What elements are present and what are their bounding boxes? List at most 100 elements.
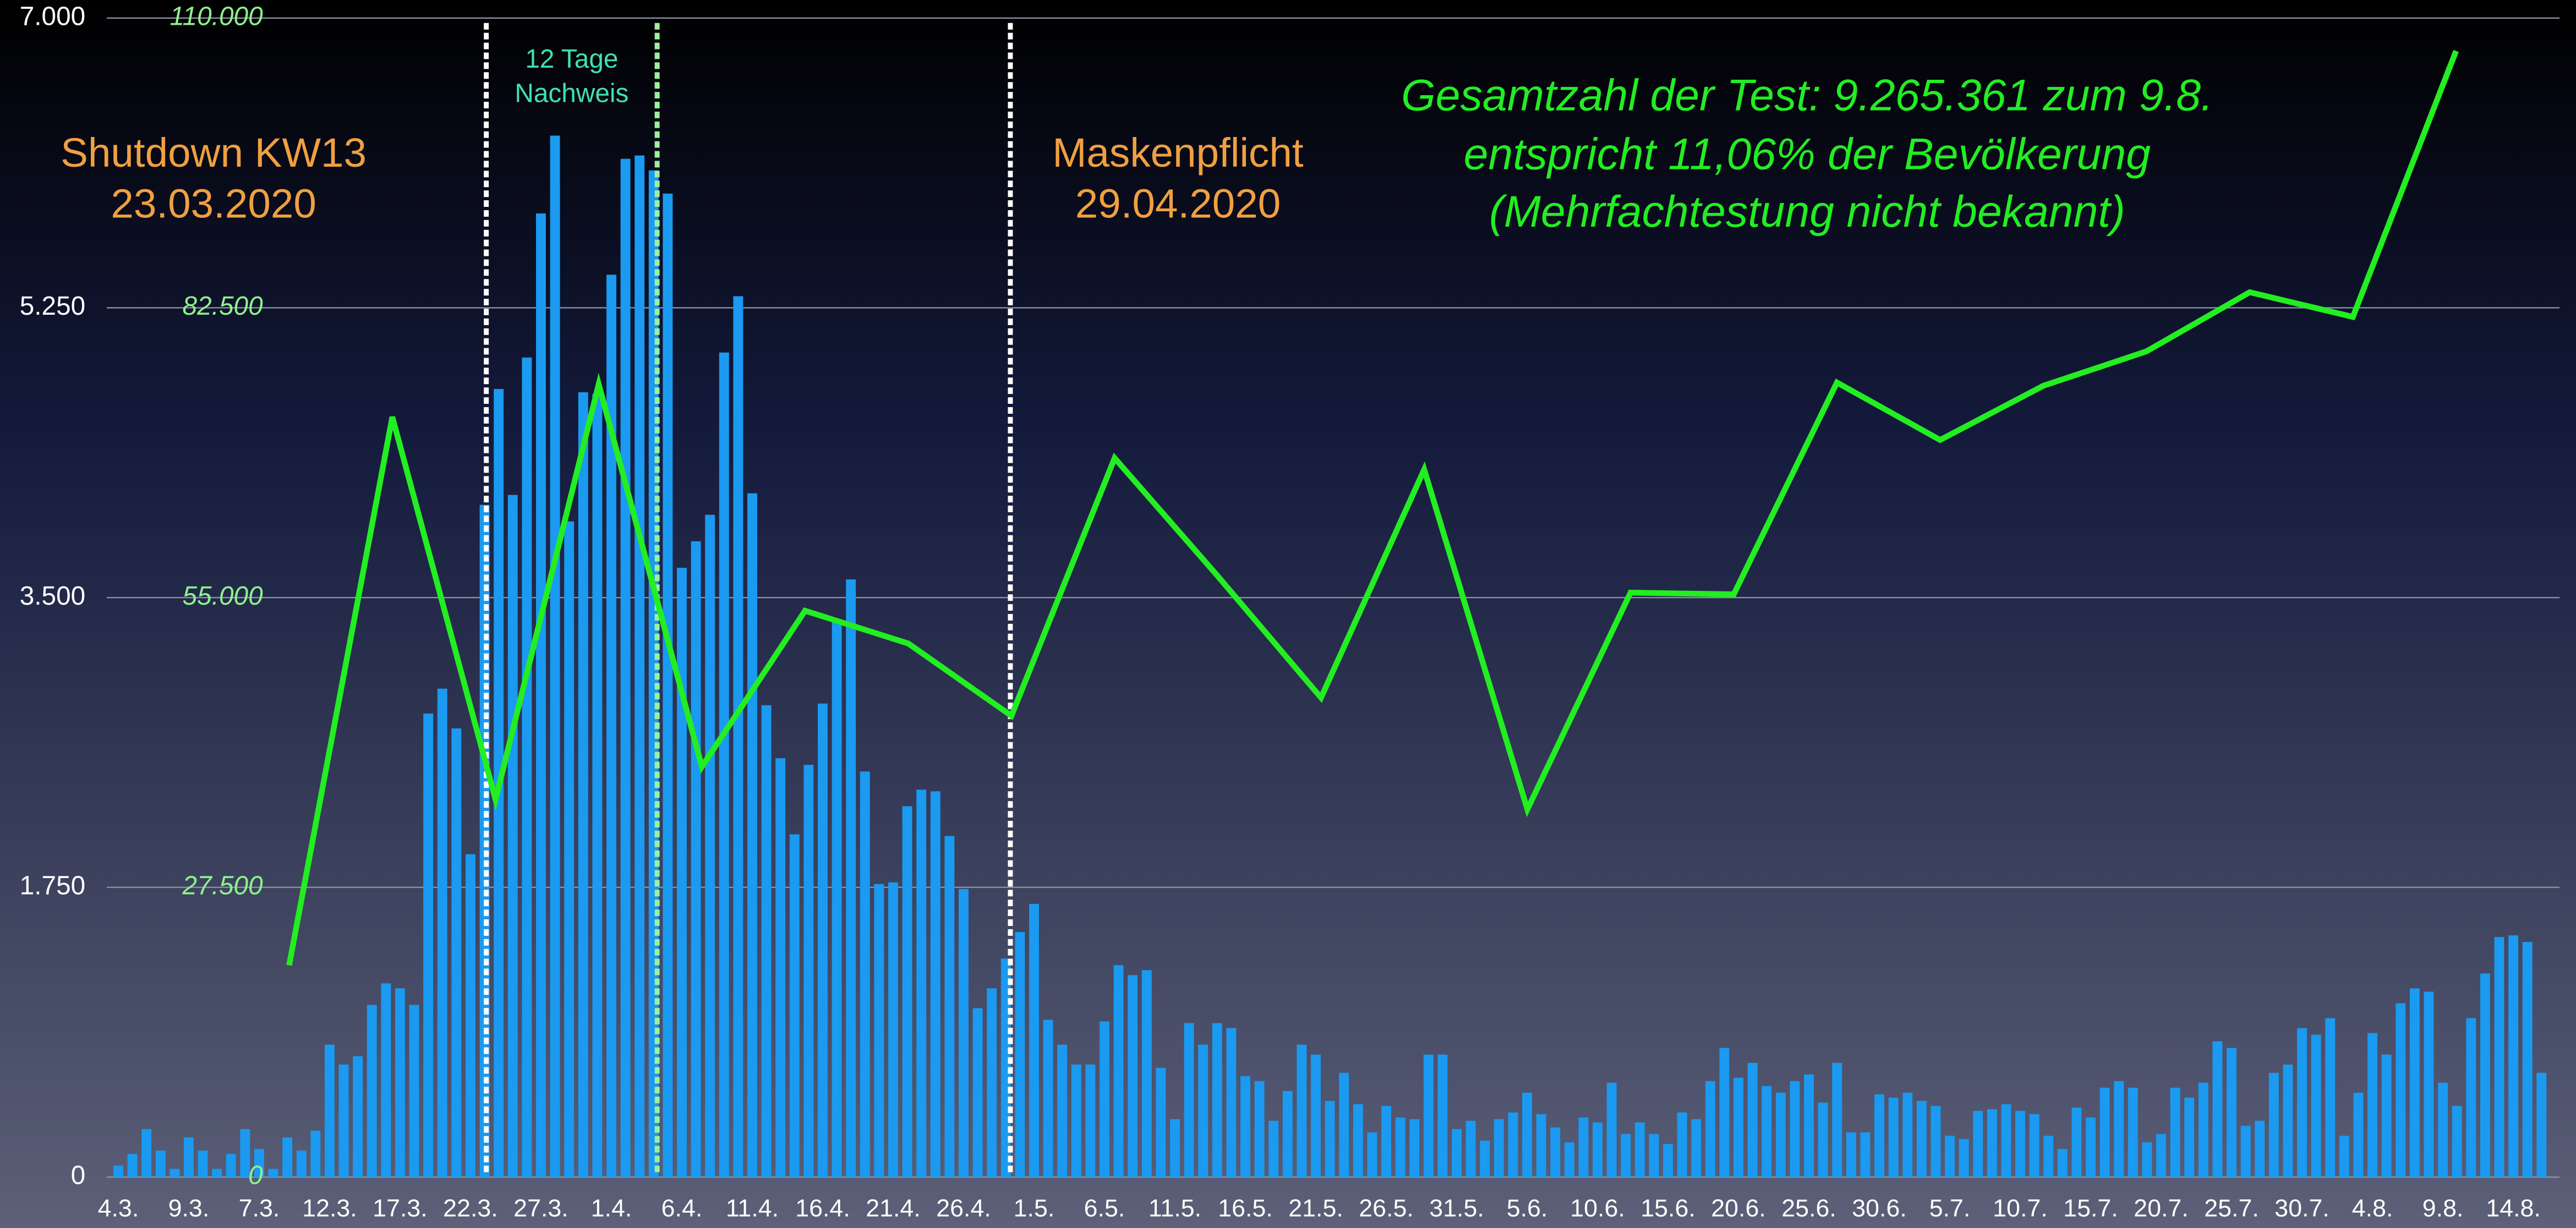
bar: [944, 836, 955, 1177]
x-tick-label: 5.7.: [1929, 1194, 1971, 1222]
annotation: Maskenpflicht: [1052, 129, 1304, 176]
y-tick-label: 1.750: [20, 871, 86, 900]
bar: [1593, 1122, 1603, 1177]
bar: [635, 155, 645, 1177]
bar: [1677, 1112, 1687, 1177]
bar: [1846, 1132, 1856, 1177]
bar: [2438, 1082, 2448, 1177]
bar: [2452, 1106, 2462, 1177]
bar: [169, 1169, 180, 1177]
bar: [395, 988, 405, 1177]
bar: [127, 1154, 138, 1177]
bar: [1015, 932, 1025, 1177]
bar: [677, 567, 687, 1177]
bar: [1691, 1119, 1702, 1177]
x-tick-label: 1.5.: [1014, 1194, 1055, 1222]
annotation: Gesamtzahl der Test: 9.265.361 zum 9.8.: [1401, 70, 2213, 120]
bar: [2170, 1087, 2180, 1177]
x-tick-label: 9.8.: [2422, 1194, 2464, 1222]
bar: [564, 521, 575, 1177]
bar: [212, 1169, 222, 1177]
bar: [282, 1137, 293, 1177]
bar: [2480, 973, 2490, 1177]
bar: [2198, 1082, 2208, 1177]
bar: [1775, 1093, 1786, 1177]
bar: [2001, 1104, 2011, 1177]
x-tick-label: 25.7.: [2204, 1194, 2259, 1222]
bar: [240, 1129, 250, 1177]
x-tick-label: 20.7.: [2134, 1194, 2189, 1222]
bar: [2283, 1064, 2293, 1177]
bar: [592, 393, 603, 1177]
bar: [2057, 1149, 2068, 1177]
bar: [1353, 1104, 1363, 1177]
bar: [1874, 1094, 1885, 1177]
bar: [916, 790, 927, 1177]
bar: [832, 621, 842, 1177]
bar: [254, 1149, 264, 1177]
bar: [2127, 1087, 2138, 1177]
bar: [902, 806, 912, 1177]
bar: [1959, 1139, 1969, 1177]
annotation: Shutdown KW13: [61, 129, 367, 176]
bar: [972, 1008, 983, 1177]
x-tick-label: 10.6.: [1570, 1194, 1625, 1222]
bar: [1367, 1132, 1377, 1177]
bar: [1226, 1028, 1237, 1177]
bar: [846, 579, 856, 1177]
bar: [1634, 1122, 1645, 1177]
bar: [1113, 965, 1124, 1177]
bar: [1071, 1064, 1081, 1177]
bar: [2043, 1136, 2054, 1177]
x-tick-label: 9.3.: [168, 1194, 210, 1222]
bar: [1832, 1062, 1842, 1177]
annotation: 23.03.2020: [111, 180, 316, 227]
bar: [466, 854, 475, 1177]
bar: [2184, 1098, 2195, 1177]
bar: [141, 1129, 152, 1177]
bar: [2325, 1018, 2336, 1177]
bar: [1311, 1054, 1321, 1177]
bar: [1930, 1106, 1941, 1177]
bar: [1508, 1112, 1518, 1177]
x-tick-label: 15.6.: [1640, 1194, 1696, 1222]
bar: [2494, 937, 2504, 1177]
bar: [1550, 1127, 1561, 1177]
bar: [1423, 1054, 1434, 1177]
bar: [113, 1165, 123, 1177]
bar: [409, 1005, 419, 1177]
y2-tick-label: 110.000: [170, 2, 264, 31]
annotation: 29.04.2020: [1075, 180, 1281, 227]
bar: [888, 882, 898, 1177]
bar: [1282, 1091, 1293, 1177]
bar: [2255, 1121, 2265, 1177]
bar: [789, 834, 800, 1177]
bar: [437, 688, 447, 1177]
bar: [1029, 903, 1039, 1177]
y-tick-label: 3.500: [20, 582, 86, 611]
x-tick-label: 10.7.: [1993, 1194, 2048, 1222]
bar: [987, 988, 997, 1177]
bar: [1564, 1142, 1574, 1177]
bar: [818, 703, 828, 1177]
x-tick-label: 16.5.: [1218, 1194, 1273, 1222]
bar: [522, 357, 532, 1177]
bar: [1339, 1072, 1349, 1177]
bar: [1973, 1111, 1983, 1177]
bar: [2099, 1087, 2110, 1177]
bar: [1888, 1098, 1899, 1177]
bar: [860, 771, 870, 1177]
bar: [1804, 1074, 1814, 1177]
bar: [747, 493, 757, 1177]
bar: [930, 791, 940, 1177]
bar: [550, 135, 560, 1177]
annotation: entspricht 11,06% der Bevölkerung: [1464, 130, 2151, 179]
bar: [1297, 1044, 1307, 1177]
bar: [451, 728, 462, 1177]
bar: [803, 765, 814, 1177]
x-tick-label: 6.5.: [1084, 1194, 1125, 1222]
bar: [1719, 1048, 1730, 1177]
bar: [1128, 975, 1138, 1177]
bar: [1494, 1119, 1504, 1177]
